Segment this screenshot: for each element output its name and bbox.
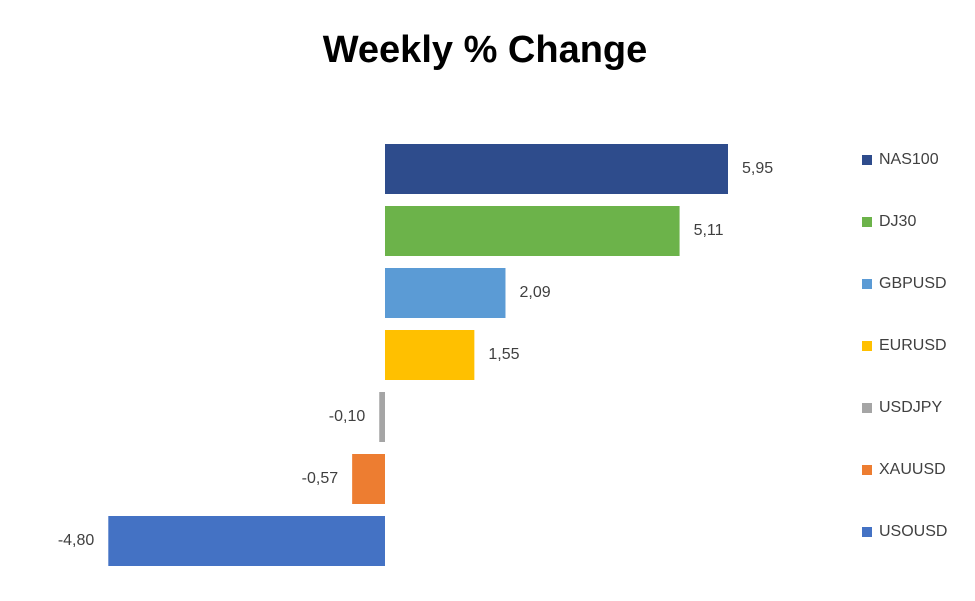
legend-swatch bbox=[862, 527, 872, 537]
legend-label: DJ30 bbox=[879, 213, 916, 230]
bar bbox=[379, 392, 385, 442]
legend-swatch bbox=[862, 217, 872, 227]
legend-label: USDJPY bbox=[879, 399, 942, 416]
legend-label: XAUUSD bbox=[879, 461, 946, 478]
data-label: 1,55 bbox=[488, 346, 519, 363]
legend-swatch bbox=[862, 403, 872, 413]
bar bbox=[385, 144, 728, 194]
legend-label: GBPUSD bbox=[879, 275, 947, 292]
bar bbox=[352, 454, 385, 504]
data-label: -0,10 bbox=[329, 408, 366, 425]
bar bbox=[385, 330, 475, 380]
data-label: -4,80 bbox=[58, 532, 95, 549]
data-label: 5,11 bbox=[694, 222, 724, 239]
data-label: 2,09 bbox=[519, 284, 550, 301]
chart-title: Weekly % Change bbox=[323, 29, 648, 71]
legend-label: EURUSD bbox=[879, 337, 947, 354]
bar bbox=[385, 268, 506, 318]
data-label: -0,57 bbox=[302, 470, 339, 487]
legend-swatch bbox=[862, 279, 872, 289]
bar bbox=[385, 206, 680, 256]
legend-label: NAS100 bbox=[879, 151, 939, 168]
legend-swatch bbox=[862, 465, 872, 475]
legend-swatch bbox=[862, 341, 872, 351]
data-label: 5,95 bbox=[742, 160, 773, 177]
legend-swatch bbox=[862, 155, 872, 165]
legend-label: USOUSD bbox=[879, 523, 947, 540]
bar bbox=[108, 516, 385, 566]
